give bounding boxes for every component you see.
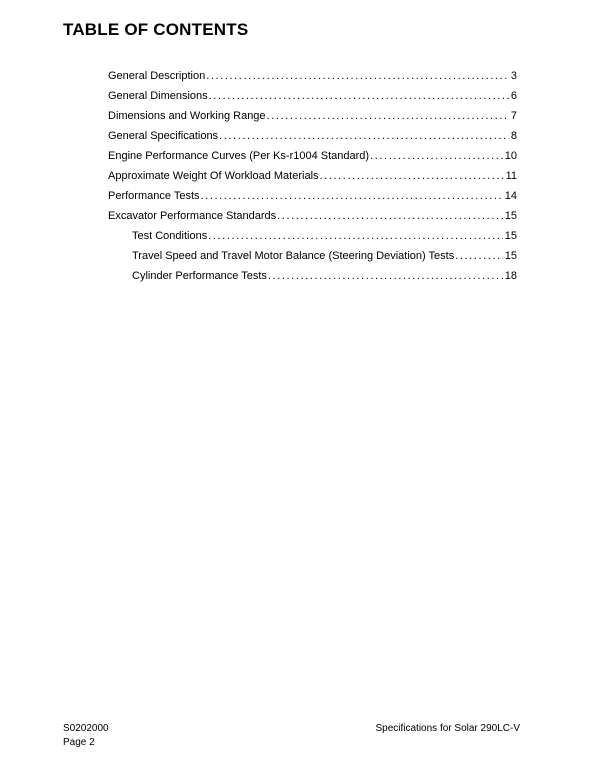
toc-entry-page: 11 [505, 170, 517, 182]
toc-entry-label: Performance Tests [108, 190, 200, 202]
toc-entry-label: Cylinder Performance Tests [132, 270, 267, 282]
toc-entry-page: 7 [510, 110, 517, 122]
toc-leader-dots [201, 186, 503, 206]
footer-page-label: Page 2 [63, 737, 95, 748]
toc-entry-page: 14 [504, 190, 517, 202]
toc-entry-label: General Description [108, 70, 206, 82]
toc-entry: Test Conditions 15 [108, 226, 517, 246]
toc-entry: General Specifications 8 [108, 126, 517, 146]
toc-entry: General Description 3 [108, 66, 517, 86]
footer-doc-number: S0202000 [63, 723, 109, 734]
toc-leader-dots [267, 106, 509, 126]
toc-leader-dots [219, 126, 509, 146]
toc-leader-dots [206, 66, 509, 86]
toc-entry-page: 10 [504, 150, 517, 162]
page-title: TABLE OF CONTENTS [63, 20, 249, 39]
toc-entry-label: Travel Speed and Travel Motor Balance (S… [132, 250, 455, 262]
toc-entry: Engine Performance Curves (Per Ks-r1004 … [108, 146, 517, 166]
toc-leader-dots [208, 226, 503, 246]
footer-right-text: Specifications for Solar 290LC-V [375, 723, 520, 734]
toc-leader-dots [370, 146, 503, 166]
footer-left: S0202000 Page 2 [63, 722, 109, 750]
toc-entry-page: 8 [510, 130, 517, 142]
toc-entry: Cylinder Performance Tests 18 [108, 266, 517, 286]
toc-leader-dots [268, 266, 503, 286]
toc-entry: Approximate Weight Of Workload Materials… [108, 166, 517, 186]
toc-entry-page: 18 [504, 270, 517, 282]
toc-entry-label: General Specifications [108, 130, 219, 142]
toc-entry: General Dimensions 6 [108, 86, 517, 106]
toc-entry-label: Approximate Weight Of Workload Materials [108, 170, 319, 182]
toc-entry-page: 3 [510, 70, 517, 82]
toc-leader-dots [209, 86, 509, 106]
toc-entry: Travel Speed and Travel Motor Balance (S… [108, 246, 517, 266]
toc-entry-label: Dimensions and Working Range [108, 110, 266, 122]
toc-entry: Performance Tests 14 [108, 186, 517, 206]
toc-entry-label: Engine Performance Curves (Per Ks-r1004 … [108, 150, 370, 162]
toc-entry-label: Test Conditions [132, 230, 208, 242]
toc-entry-page: 15 [504, 210, 517, 222]
toc-entry-page: 6 [510, 90, 517, 102]
toc-entry-page: 15 [504, 250, 517, 262]
toc-list: General Description 3 General Dimensions… [108, 66, 517, 286]
toc-entry-label: Excavator Performance Standards [108, 210, 277, 222]
toc-leader-dots [277, 206, 503, 226]
toc-entry: Dimensions and Working Range 7 [108, 106, 517, 126]
toc-leader-dots [455, 246, 503, 266]
toc-leader-dots [320, 166, 504, 186]
toc-entry: Excavator Performance Standards 15 [108, 206, 517, 226]
toc-entry-label: General Dimensions [108, 90, 208, 102]
toc-entry-page: 15 [504, 230, 517, 242]
